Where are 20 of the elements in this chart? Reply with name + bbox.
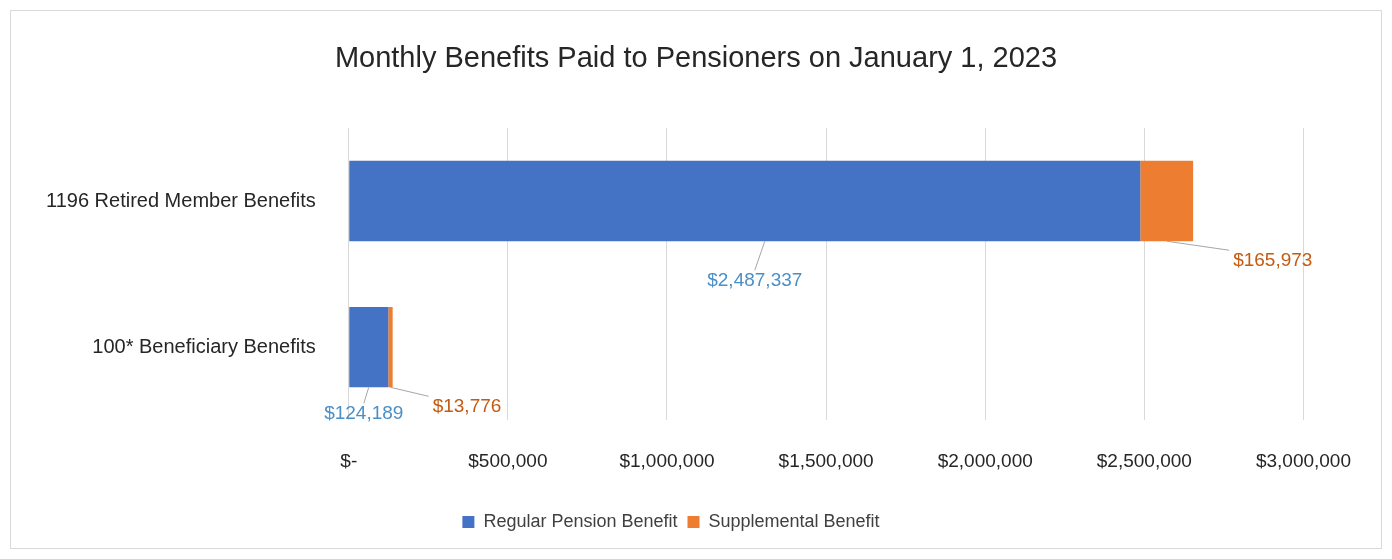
legend-label: Regular Pension Benefit	[483, 510, 678, 531]
data-label: $124,189	[324, 402, 404, 424]
legend-label: Supplemental Benefit	[708, 510, 880, 531]
x-tick-label: $2,000,000	[937, 449, 1033, 471]
x-tick-label: $1,000,000	[619, 449, 715, 471]
x-tick-label: $-	[340, 449, 358, 471]
y-tick-label: 100* Beneficiary Benefits	[92, 334, 316, 357]
x-tick-label: $500,000	[468, 449, 548, 471]
bar	[388, 306, 393, 388]
x-tick-label: $2,500,000	[1096, 449, 1192, 471]
data-label: $2,487,337	[707, 269, 803, 291]
bar	[1140, 160, 1194, 242]
data-label: $165,973	[1233, 249, 1313, 271]
y-tick-label: 1196 Retired Member Benefits	[46, 188, 316, 211]
chart-title: Monthly Benefits Paid to Pensioners on January 1, 2023	[333, 41, 1059, 74]
bar	[349, 160, 1141, 242]
bar	[349, 306, 389, 388]
data-label: $13,776	[432, 395, 502, 417]
x-tick-label: $1,500,000	[778, 449, 874, 471]
x-tick-label: $3,000,000	[1255, 449, 1351, 471]
